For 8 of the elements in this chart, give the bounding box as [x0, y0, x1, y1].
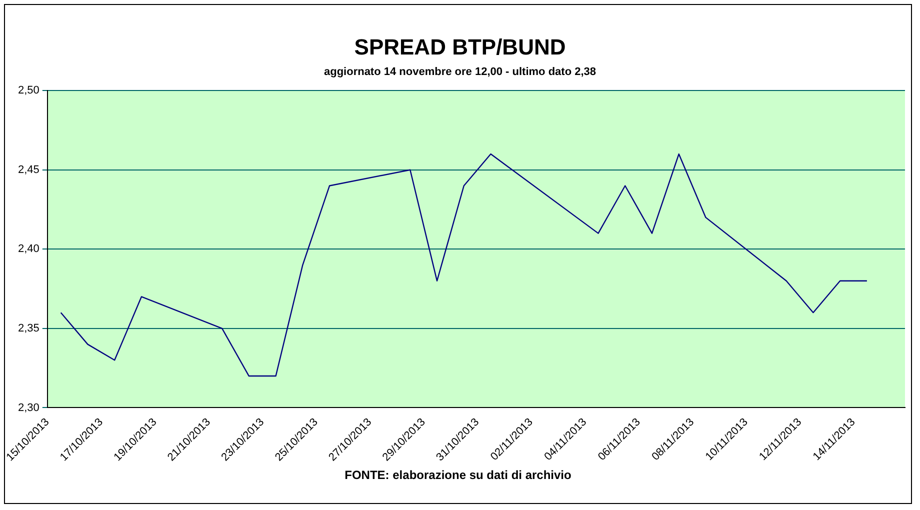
chart-subtitle: aggiornato 14 novembre ore 12,00 - ultimo dato 2,38 — [324, 66, 596, 78]
source-note: FONTE: elaborazione su dati di archivio — [344, 468, 572, 482]
y-tick-label: 2,35 — [18, 322, 40, 334]
y-tick-label: 2,50 — [18, 84, 40, 97]
chart-title: SPREAD BTP/BUND — [354, 34, 566, 60]
y-tick-label: 2,40 — [18, 243, 40, 256]
y-tick-label: 2,30 — [18, 402, 40, 414]
y-tick-label: 2,45 — [18, 164, 40, 176]
